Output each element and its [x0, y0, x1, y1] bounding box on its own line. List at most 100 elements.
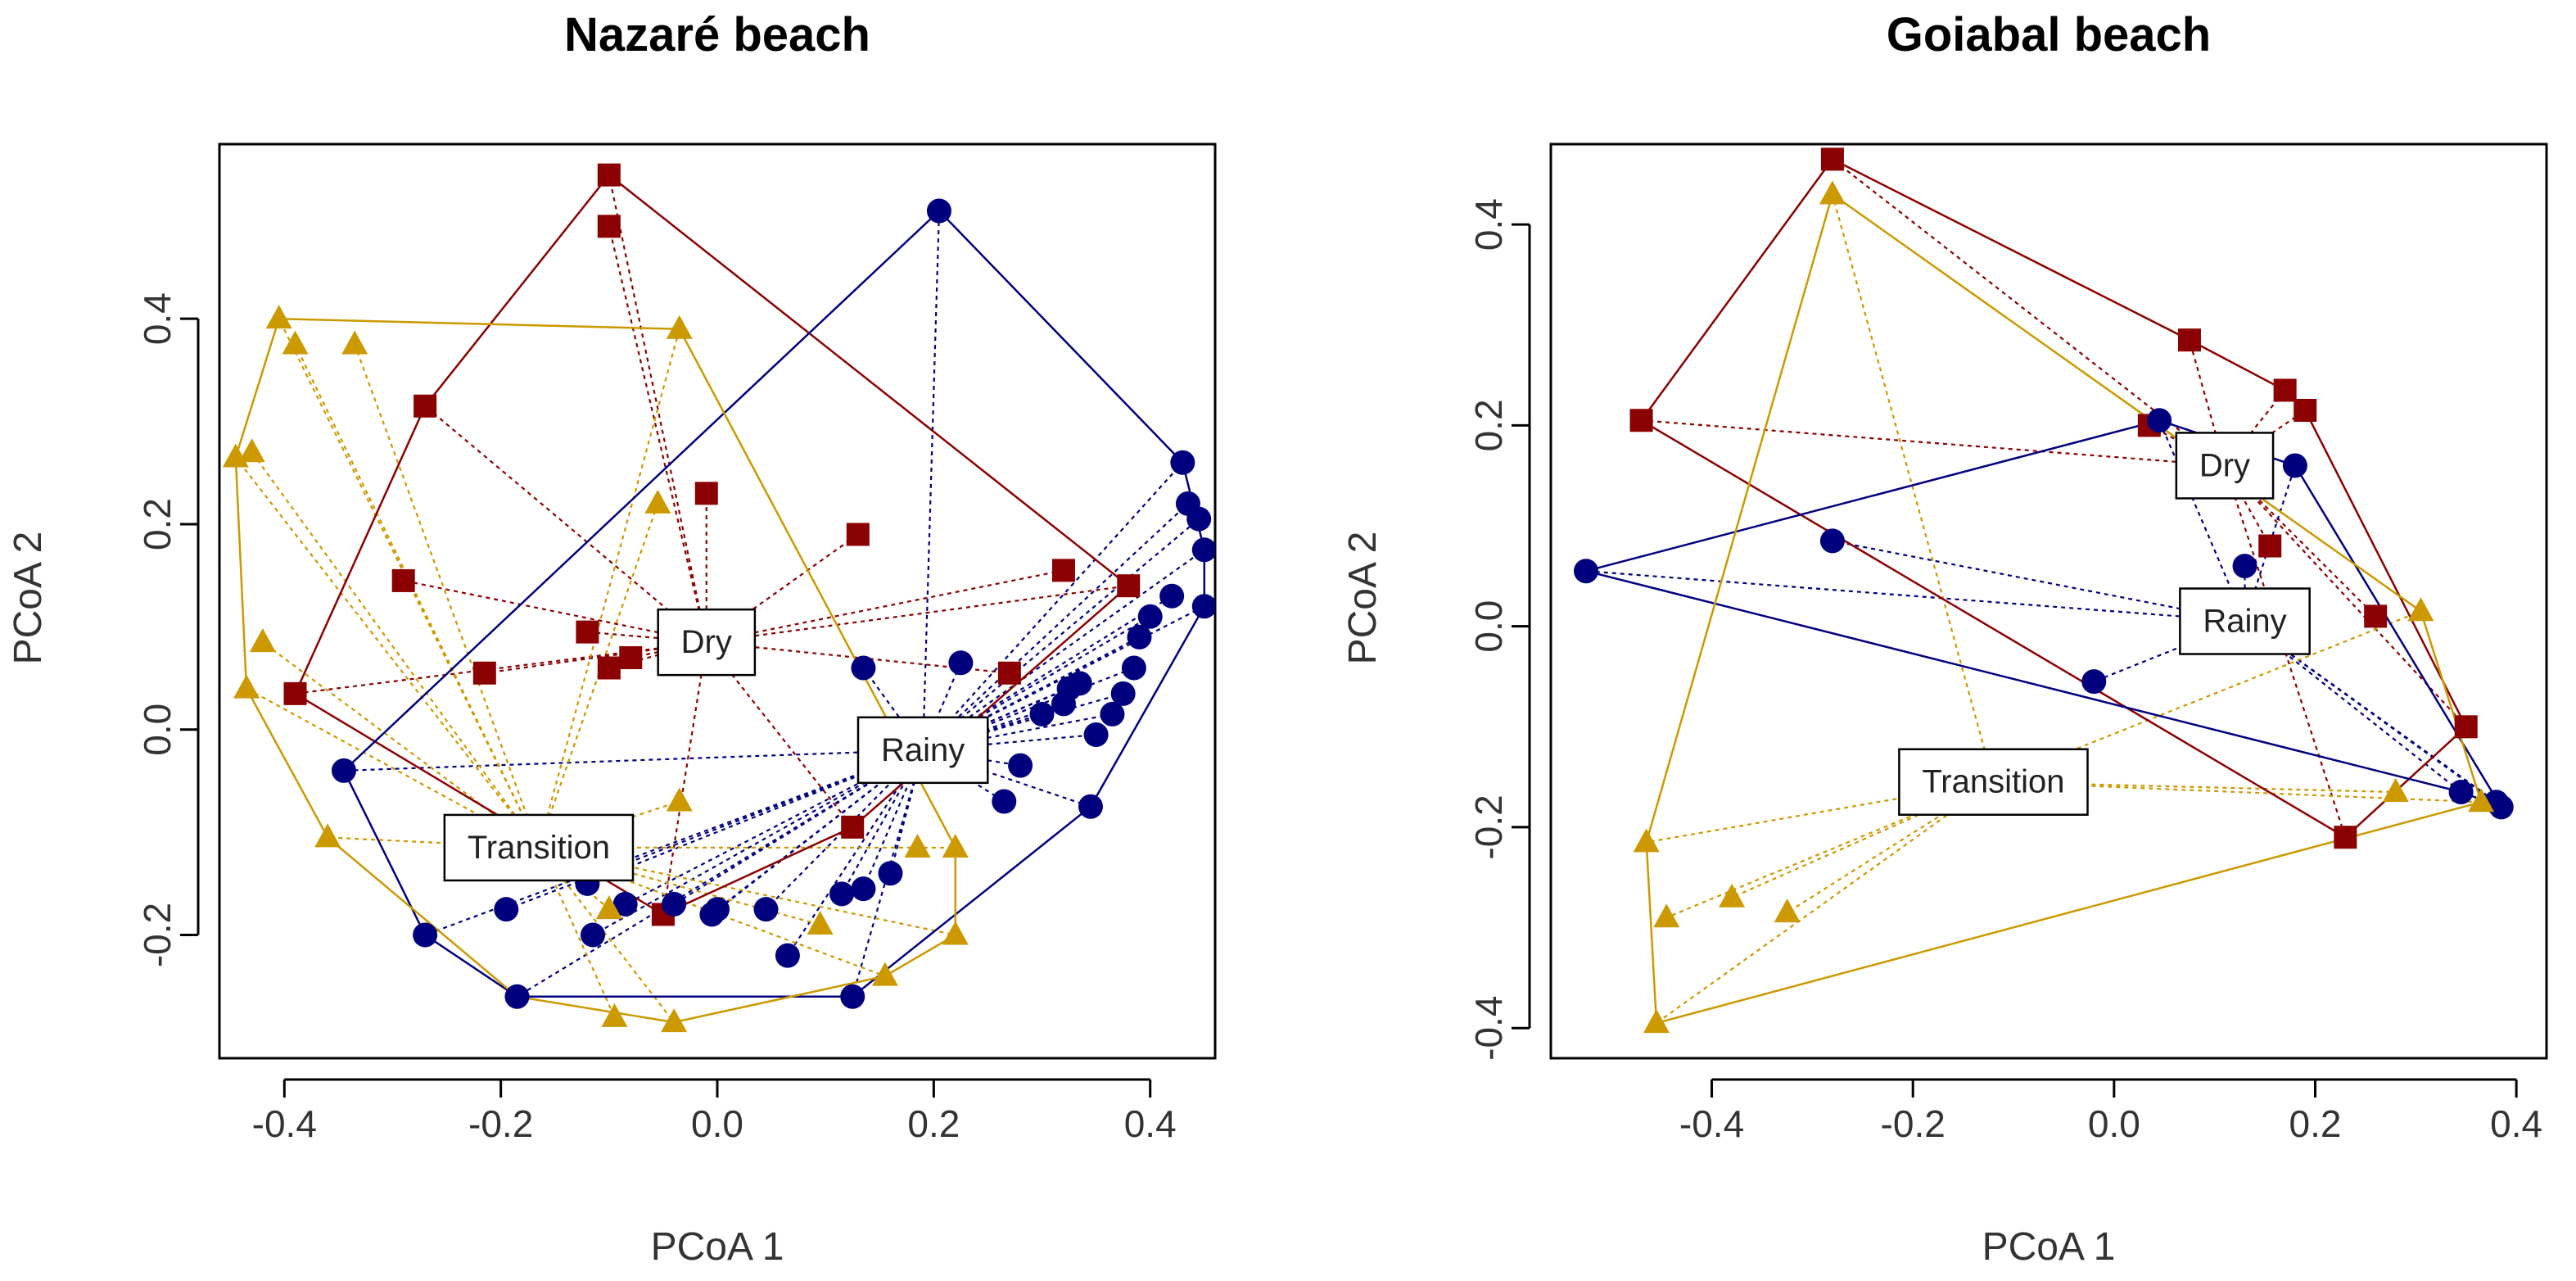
transition-point	[666, 315, 693, 339]
x-tick-label: -0.2	[468, 1102, 533, 1145]
dry-point	[2258, 534, 2282, 558]
rainy-point	[1191, 594, 1215, 619]
rainy-point	[1051, 691, 1076, 717]
dry-point	[2177, 328, 2201, 352]
plot-frame	[1549, 143, 2548, 1060]
rainy-point	[753, 897, 779, 922]
transition-point	[233, 674, 260, 699]
dry-spoke	[608, 226, 707, 643]
rainy-point	[1159, 583, 1185, 609]
svg-text:Transition: Transition	[1922, 764, 2064, 800]
svg-text:Rainy: Rainy	[881, 732, 965, 768]
transition-point	[807, 910, 834, 935]
rainy-point	[1170, 450, 1195, 475]
y-tick-label: -0.4	[1467, 996, 1510, 1061]
svg-text:Dry: Dry	[681, 624, 732, 660]
group-labels: Dry Rainy Transition	[443, 608, 989, 882]
dry-point	[391, 568, 415, 592]
rainy-spoke	[922, 667, 1135, 751]
rainy-spoke	[516, 749, 924, 998]
rainy-point	[878, 861, 903, 886]
transition-point	[2382, 778, 2409, 803]
dry-label: Dry	[2175, 432, 2275, 500]
transition-point	[2468, 788, 2495, 813]
dry-point	[846, 523, 870, 546]
x-axis-title: PCoA 1	[1982, 1225, 2116, 1269]
x-axis-title: PCoA 1	[651, 1225, 784, 1269]
dry-point	[2454, 715, 2478, 739]
transition-point	[1774, 899, 1801, 923]
rainy-point	[2488, 794, 2514, 820]
dry-spoke	[403, 579, 707, 644]
dry-hull	[1639, 158, 2468, 839]
rainy-point	[851, 655, 876, 681]
x-tick-label: 0.0	[691, 1102, 743, 1145]
transition-point	[249, 628, 276, 653]
dry-point	[283, 681, 307, 705]
transition-spoke	[246, 687, 540, 849]
transition-spoke	[354, 344, 540, 849]
transition-point	[238, 438, 265, 463]
dry-point	[597, 163, 621, 187]
dry-spoke	[705, 641, 854, 828]
dry-label: Dry	[657, 608, 757, 677]
dry-spoke	[706, 533, 859, 644]
dry-point	[597, 215, 621, 238]
transition-spoke	[538, 846, 956, 936]
transition-point	[265, 305, 292, 329]
plot-area	[222, 163, 1215, 1033]
transition-point	[341, 330, 368, 355]
transition-hull	[1645, 193, 2483, 1025]
dry-point	[1051, 559, 1075, 582]
transition-spoke	[251, 451, 540, 849]
rainy-point	[504, 984, 530, 1009]
dry-point	[2364, 604, 2388, 628]
y-tick-label: 0.2	[136, 498, 179, 550]
dry-point	[841, 815, 865, 839]
transition-spoke	[1656, 781, 1995, 1024]
rainy-point	[829, 881, 854, 907]
dry-spoke	[2188, 339, 2226, 466]
transition-point	[644, 489, 671, 514]
rainy-point	[1186, 506, 1212, 532]
transition-spoke	[262, 641, 540, 849]
transition-label: Transition	[443, 813, 635, 882]
transition-hull	[234, 317, 957, 1024]
transition-spoke	[294, 344, 540, 849]
dry-point	[472, 661, 496, 685]
dry-spoke	[424, 405, 707, 643]
x-tick-label: -0.2	[1881, 1102, 1946, 1145]
rainy-spoke	[922, 503, 1189, 751]
rainy-point	[1191, 537, 1215, 563]
rainy-point	[2232, 554, 2257, 579]
rainy-spoke	[922, 518, 1200, 751]
rainy-point	[1083, 722, 1109, 748]
dry-point	[414, 394, 437, 418]
rainy-label: Rainy	[2179, 587, 2311, 655]
transition-point	[314, 823, 341, 848]
group-labels: Dry Rainy Transition	[1898, 432, 2311, 816]
rainy-point	[1078, 794, 1103, 819]
rainy-point	[612, 891, 638, 917]
rainy-point	[1819, 528, 1845, 554]
rainy-point	[581, 922, 605, 948]
dry-spoke	[706, 585, 1129, 644]
x-tick-label: -0.4	[1679, 1102, 1744, 1145]
rainy-point	[948, 650, 974, 676]
y-axis-title: PCoA 2	[7, 532, 50, 665]
transition-spoke	[234, 456, 540, 849]
rainy-point	[1029, 701, 1055, 727]
rainy-point	[2147, 408, 2172, 433]
rainy-point	[775, 943, 800, 968]
rainy-spoke	[592, 749, 924, 936]
dry-spoke	[2223, 464, 2271, 547]
y-tick-label: -0.2	[136, 903, 179, 967]
x-tick-label: 0.4	[1124, 1102, 1177, 1145]
transition-point	[666, 787, 693, 812]
rainy-spoke	[922, 461, 1184, 751]
rainy-label: Rainy	[856, 716, 989, 785]
y-tick-label: 0.4	[1467, 198, 1510, 251]
rainy-point	[926, 198, 951, 224]
rainy-point	[2081, 669, 2107, 695]
